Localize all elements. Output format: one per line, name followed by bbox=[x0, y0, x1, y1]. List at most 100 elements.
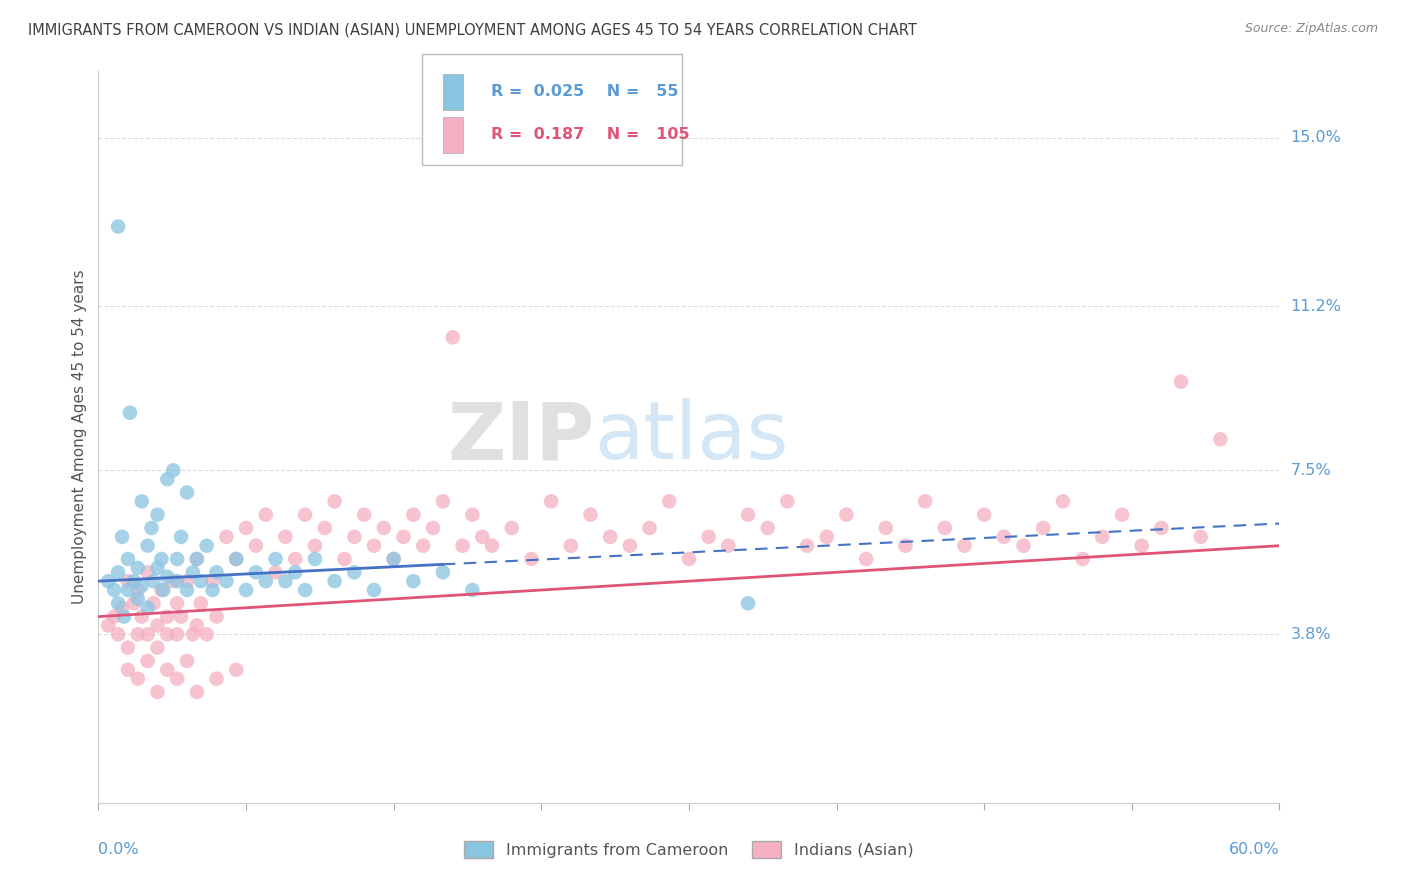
Point bbox=[235, 521, 257, 535]
Text: 7.5%: 7.5% bbox=[1291, 463, 1331, 478]
Point bbox=[117, 640, 139, 655]
Text: atlas: atlas bbox=[595, 398, 789, 476]
Point bbox=[294, 582, 316, 597]
Point bbox=[264, 566, 287, 580]
Point bbox=[136, 566, 159, 580]
Point bbox=[353, 508, 375, 522]
Point bbox=[205, 672, 228, 686]
Point bbox=[599, 530, 621, 544]
Point bbox=[107, 566, 129, 580]
Point bbox=[461, 582, 484, 597]
Point bbox=[717, 539, 740, 553]
Point bbox=[146, 561, 169, 575]
Point bbox=[323, 574, 346, 589]
Point bbox=[284, 552, 307, 566]
Point bbox=[127, 582, 149, 597]
Point bbox=[176, 485, 198, 500]
Point bbox=[914, 494, 936, 508]
Point bbox=[1209, 432, 1232, 446]
Point bbox=[481, 539, 503, 553]
Point bbox=[343, 530, 366, 544]
Point bbox=[156, 472, 179, 486]
Point bbox=[993, 530, 1015, 544]
Point bbox=[323, 494, 346, 508]
Point bbox=[451, 539, 474, 553]
Point bbox=[176, 654, 198, 668]
Point bbox=[382, 552, 405, 566]
Point bbox=[412, 539, 434, 553]
Point bbox=[195, 539, 218, 553]
Point bbox=[776, 494, 799, 508]
Point bbox=[1111, 508, 1133, 522]
Point bbox=[97, 618, 120, 632]
Point bbox=[894, 539, 917, 553]
Point bbox=[186, 552, 208, 566]
Point bbox=[619, 539, 641, 553]
Point bbox=[215, 530, 238, 544]
Point bbox=[638, 521, 661, 535]
Point bbox=[97, 574, 120, 589]
Point bbox=[156, 609, 179, 624]
Point bbox=[142, 574, 165, 589]
Point bbox=[131, 578, 153, 592]
Point bbox=[1012, 539, 1035, 553]
Point bbox=[422, 521, 444, 535]
Point bbox=[737, 508, 759, 522]
Point bbox=[225, 552, 247, 566]
Point bbox=[225, 663, 247, 677]
Point bbox=[756, 521, 779, 535]
Point bbox=[392, 530, 415, 544]
Point bbox=[215, 574, 238, 589]
Point bbox=[111, 600, 134, 615]
Point bbox=[166, 672, 188, 686]
Point bbox=[1071, 552, 1094, 566]
Point bbox=[363, 539, 385, 553]
Point bbox=[141, 521, 163, 535]
Point bbox=[107, 627, 129, 641]
Point bbox=[166, 552, 188, 566]
Point bbox=[658, 494, 681, 508]
Point bbox=[117, 574, 139, 589]
Point bbox=[304, 552, 326, 566]
Point bbox=[441, 330, 464, 344]
Point bbox=[1052, 494, 1074, 508]
Point bbox=[127, 591, 149, 606]
Text: 11.2%: 11.2% bbox=[1291, 299, 1341, 314]
Point bbox=[540, 494, 562, 508]
Point bbox=[245, 566, 267, 580]
Point bbox=[333, 552, 356, 566]
Point bbox=[678, 552, 700, 566]
Point bbox=[461, 508, 484, 522]
Point bbox=[471, 530, 494, 544]
Point bbox=[579, 508, 602, 522]
Point bbox=[953, 539, 976, 553]
Point bbox=[117, 552, 139, 566]
Point bbox=[118, 406, 141, 420]
Point bbox=[737, 596, 759, 610]
Point bbox=[432, 494, 454, 508]
Text: ZIP: ZIP bbox=[447, 398, 595, 476]
Point bbox=[166, 596, 188, 610]
Legend: Immigrants from Cameroon, Indians (Asian): Immigrants from Cameroon, Indians (Asian… bbox=[458, 835, 920, 864]
Point bbox=[697, 530, 720, 544]
Point bbox=[264, 552, 287, 566]
Point bbox=[162, 463, 184, 477]
Point bbox=[254, 574, 277, 589]
Point bbox=[274, 574, 297, 589]
Y-axis label: Unemployment Among Ages 45 to 54 years: Unemployment Among Ages 45 to 54 years bbox=[72, 269, 87, 605]
Point bbox=[136, 539, 159, 553]
Text: IMMIGRANTS FROM CAMEROON VS INDIAN (ASIAN) UNEMPLOYMENT AMONG AGES 45 TO 54 YEAR: IMMIGRANTS FROM CAMEROON VS INDIAN (ASIA… bbox=[28, 22, 917, 37]
Point bbox=[136, 654, 159, 668]
Point bbox=[1032, 521, 1054, 535]
Point bbox=[152, 582, 174, 597]
Point bbox=[520, 552, 543, 566]
Text: R =  0.025    N =   55: R = 0.025 N = 55 bbox=[491, 85, 678, 99]
Point bbox=[136, 627, 159, 641]
Text: 15.0%: 15.0% bbox=[1291, 130, 1341, 145]
Point bbox=[176, 574, 198, 589]
Point bbox=[156, 570, 179, 584]
Point bbox=[131, 609, 153, 624]
Point bbox=[796, 539, 818, 553]
Point bbox=[934, 521, 956, 535]
Point bbox=[402, 508, 425, 522]
